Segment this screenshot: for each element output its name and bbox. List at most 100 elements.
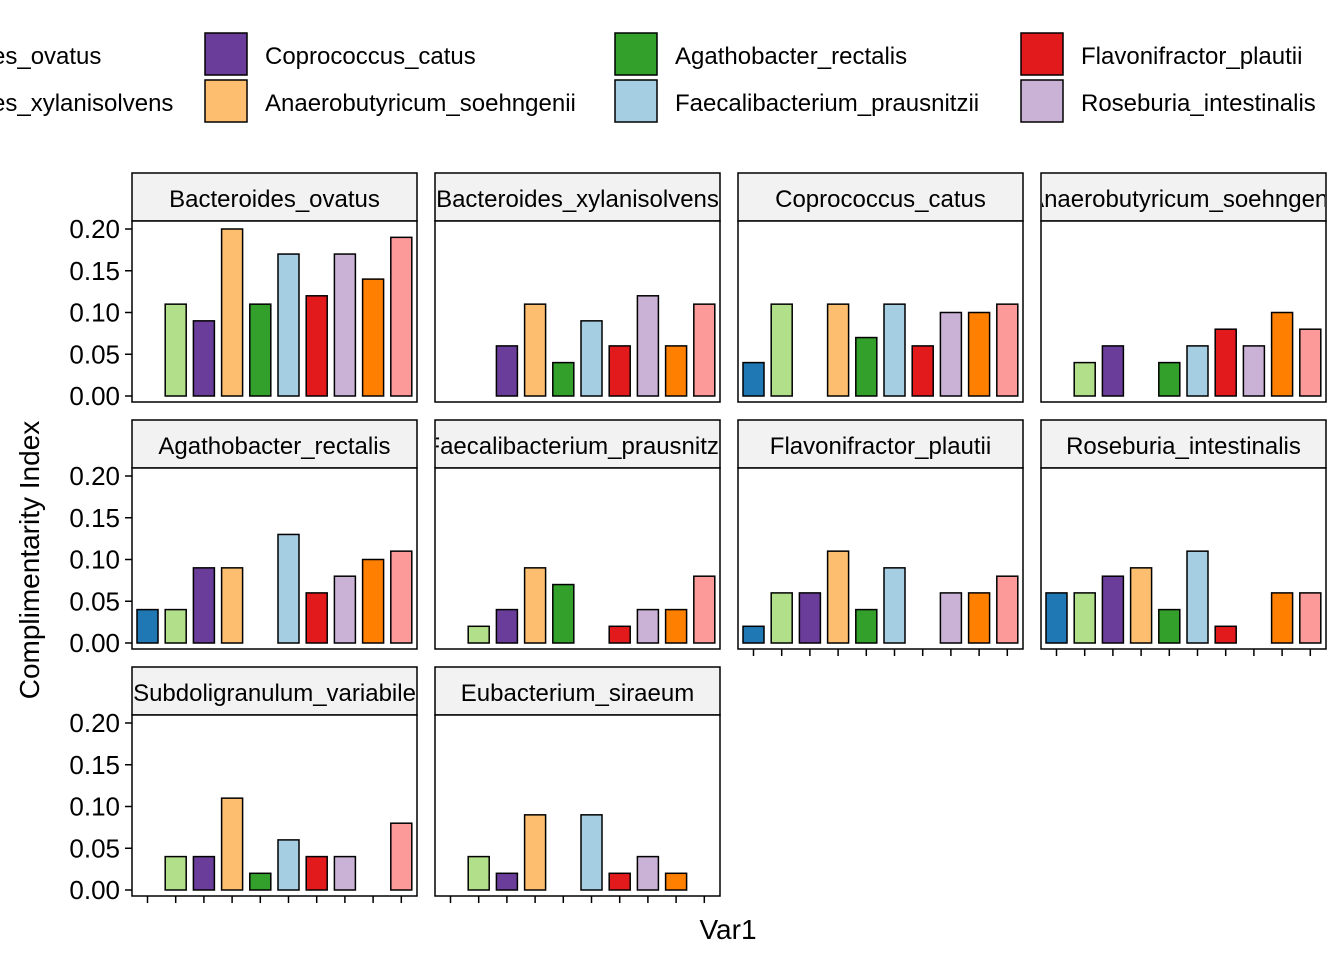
- legend-label: Anaerobutyricum_soehngenii: [265, 90, 576, 117]
- bar: [664, 345, 688, 397]
- legend-entry: es_ovatus: [0, 43, 101, 70]
- facet-strip: [131, 666, 418, 716]
- bar: [523, 814, 547, 891]
- bar: [1299, 328, 1322, 397]
- bar: [1214, 328, 1237, 397]
- y-tick-label: 0.15: [69, 256, 120, 286]
- bar: [1242, 345, 1266, 397]
- bar: [770, 303, 793, 397]
- bar: [390, 822, 413, 891]
- bar: [305, 295, 328, 397]
- bar: [220, 567, 244, 644]
- facet-panel: Bacteroides_ovatus: [131, 172, 418, 403]
- bar: [164, 303, 187, 397]
- y-tick-label: 0.05: [69, 833, 120, 863]
- x-axes: [146, 649, 1312, 903]
- facet-strip-label: Subdoligranulum_variabile: [133, 680, 416, 707]
- facet-panel: Bacteroides_xylanisolvens: [434, 172, 721, 403]
- bar: [552, 361, 575, 397]
- facet-panels: Bacteroides_ovatus Bacteroides_xylanisolv…: [131, 172, 1339, 897]
- bar: [1270, 592, 1294, 644]
- legend-swatch: [614, 79, 658, 123]
- bar: [164, 608, 187, 644]
- bar: [220, 797, 244, 891]
- bar: [136, 608, 159, 644]
- facet-strip-label: Anaerobutyricum_soehngenii: [1028, 186, 1339, 213]
- facet-strip-label: Agathobacter_rectalis: [158, 433, 390, 460]
- y-tick-label: 0.00: [69, 381, 120, 411]
- y-tick-label: 0.15: [69, 503, 120, 533]
- legend-label: Agathobacter_rectalis: [675, 43, 907, 70]
- bar: [305, 855, 328, 891]
- facet-strip-label: Flavonifractor_plautii: [770, 433, 991, 460]
- bar: [361, 558, 385, 644]
- legend-entry: Coprococcus_catus: [204, 32, 476, 76]
- bar: [967, 592, 991, 644]
- bar: [192, 855, 216, 891]
- bar: [333, 575, 357, 644]
- bar: [1129, 567, 1153, 644]
- bar: [1299, 592, 1322, 644]
- legend-swatch: [204, 79, 248, 123]
- legend-label: Flavonifractor_plautii: [1081, 43, 1302, 70]
- legend-entry: Flavonifractor_plautii: [1020, 32, 1302, 76]
- bar: [1073, 361, 1096, 397]
- bar: [523, 303, 547, 397]
- bar: [742, 361, 765, 397]
- bar: [277, 533, 300, 644]
- bar: [333, 855, 357, 891]
- bar: [608, 625, 631, 644]
- y-tick-label: 0.20: [69, 461, 120, 491]
- legend-label: es_ovatus: [0, 43, 101, 70]
- bar: [636, 855, 660, 891]
- bar: [249, 872, 272, 891]
- bar: [939, 592, 963, 644]
- bar: [580, 814, 603, 891]
- bar: [1101, 575, 1125, 644]
- bar: [608, 872, 631, 891]
- y-tick-label: 0.00: [69, 875, 120, 905]
- bar: [1158, 608, 1181, 644]
- facet-panel: Subdoligranulum_variabile: [131, 666, 418, 897]
- facet-strip-label: Bacteroides_xylanisolvens: [436, 186, 719, 213]
- bar: [390, 550, 413, 644]
- bar: [664, 608, 688, 644]
- legend-label: Faecalibacterium_prausnitzii: [675, 90, 979, 117]
- bar: [742, 625, 765, 644]
- bar: [636, 295, 660, 397]
- y-tick-label: 0.10: [69, 792, 120, 822]
- facet-strip: [434, 419, 721, 469]
- bar: [495, 345, 519, 397]
- bar: [855, 608, 878, 644]
- y-tick-label: 0.05: [69, 339, 120, 369]
- bar: [967, 311, 991, 397]
- bar: [693, 575, 716, 644]
- bar: [1073, 592, 1096, 644]
- legend-label: Roseburia_intestinalis: [1081, 90, 1316, 117]
- bar: [249, 303, 272, 397]
- legend-label: Coprococcus_catus: [265, 43, 476, 70]
- bar: [523, 567, 547, 644]
- legend-swatch: [1020, 32, 1064, 76]
- y-tick-label: 0.05: [69, 586, 120, 616]
- facet-strip: [131, 172, 418, 222]
- legend-swatch: [204, 32, 248, 76]
- bar: [996, 575, 1019, 644]
- legend-label: es_xylanisolvens: [0, 90, 173, 117]
- y-tick-label: 0.20: [69, 214, 120, 244]
- bar: [361, 278, 385, 397]
- bar: [608, 345, 631, 397]
- bar: [552, 583, 575, 644]
- facet-strip-label: Eubacterium_siraeum: [461, 680, 694, 707]
- bar: [1270, 311, 1294, 397]
- bar: [1101, 345, 1125, 397]
- bar: [996, 303, 1019, 397]
- bar: [883, 303, 906, 397]
- facet-strip-label: Coprococcus_catus: [775, 186, 986, 213]
- legend-entry: es_xylanisolvens: [0, 90, 173, 117]
- x-axis-title: Var1: [699, 914, 756, 945]
- bar: [939, 311, 963, 397]
- legend-swatch: [1020, 79, 1064, 123]
- y-tick-label: 0.15: [69, 750, 120, 780]
